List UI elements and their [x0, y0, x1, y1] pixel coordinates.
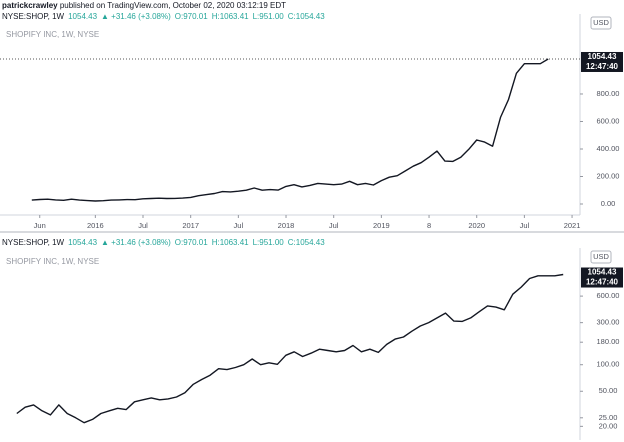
x-tick-label: Jul [520, 221, 530, 230]
currency: USD [593, 18, 609, 27]
last: 1054.43 [68, 12, 97, 21]
symbol: NYSE:SHOP, 1W [2, 12, 65, 21]
ohlc-value: C:1054.43 [288, 238, 325, 247]
y-tick-label: 400.00 [597, 144, 620, 153]
price-label-box [581, 51, 623, 72]
currency-box [590, 250, 612, 264]
y-tick-label: 600.00 [597, 116, 620, 125]
x-tick-label: Jul [234, 221, 244, 230]
y-tick-label: 180.00 [597, 337, 620, 346]
ohlc-value: L:951.00 [253, 238, 285, 247]
publish-line: patrickcrawley published on TradingView.… [2, 1, 286, 10]
change: ▲ +31.46 (+3.08%) [101, 238, 171, 247]
y-tick-label: 25.00 [599, 413, 618, 422]
currency-box [590, 16, 612, 30]
change: ▲ +31.46 (+3.08%) [101, 12, 171, 21]
ohlc-value: H:1063.41 [212, 238, 249, 247]
ohlc-value: O:970.01 [175, 238, 208, 247]
y-tick-label: 800.00 [597, 89, 620, 98]
x-tick-label: Jul [138, 221, 148, 230]
countdown: 12:47:40 [586, 278, 619, 287]
x-tick-label: 2020 [468, 221, 485, 230]
price-label: 1054.43 [588, 268, 617, 277]
last: 1054.43 [68, 238, 97, 247]
countdown: 12:47:40 [586, 62, 619, 71]
y-tick-label: 50.00 [599, 386, 618, 395]
watermark-title: SHOPIFY INC, 1W, NYSE [6, 30, 99, 39]
price-line [16, 273, 564, 424]
x-tick-label: Jul [329, 221, 339, 230]
y-tick-label: 300.00 [597, 318, 620, 327]
y-tick-label: 200.00 [597, 171, 620, 180]
currency: USD [593, 252, 609, 261]
symbol: NYSE:SHOP, 1W [2, 238, 65, 247]
x-tick-label: 2017 [182, 221, 199, 230]
x-tick-label: Jun [34, 221, 46, 230]
published: published on TradingView.com, October 02… [60, 1, 286, 10]
x-tick-label: 2019 [373, 221, 390, 230]
legend-line: NYSE:SHOP, 1W 1054.43 ▲ +31.46 (+3.08%) O:9… [2, 238, 325, 247]
price-label-box [581, 267, 623, 288]
author: patrickcrawley [2, 1, 58, 10]
y-tick-label: 600.00 [597, 291, 620, 300]
y-tick-label: 100.00 [597, 360, 620, 369]
ohlc-value: C:1054.43 [288, 12, 325, 21]
x-tick-label: 2021 [564, 221, 581, 230]
x-tick-label: 2016 [87, 221, 104, 230]
x-tick-label: 2018 [278, 221, 295, 230]
x-tick-label: 8 [427, 221, 431, 230]
ohlc-value: O:970.01 [175, 12, 208, 21]
price-label: 1054.43 [588, 52, 617, 61]
legend-line: NYSE:SHOP, 1W 1054.43 ▲ +31.46 (+3.08%) O:9… [2, 12, 325, 21]
ohlc-value: L:951.00 [253, 12, 285, 21]
y-tick-label: 20.00 [599, 421, 618, 430]
price-line [31, 58, 549, 202]
ohlc-value: H:1063.41 [212, 12, 249, 21]
watermark-title: SHOPIFY INC, 1W, NYSE [6, 257, 99, 266]
y-tick-label: 0.00 [601, 199, 616, 208]
